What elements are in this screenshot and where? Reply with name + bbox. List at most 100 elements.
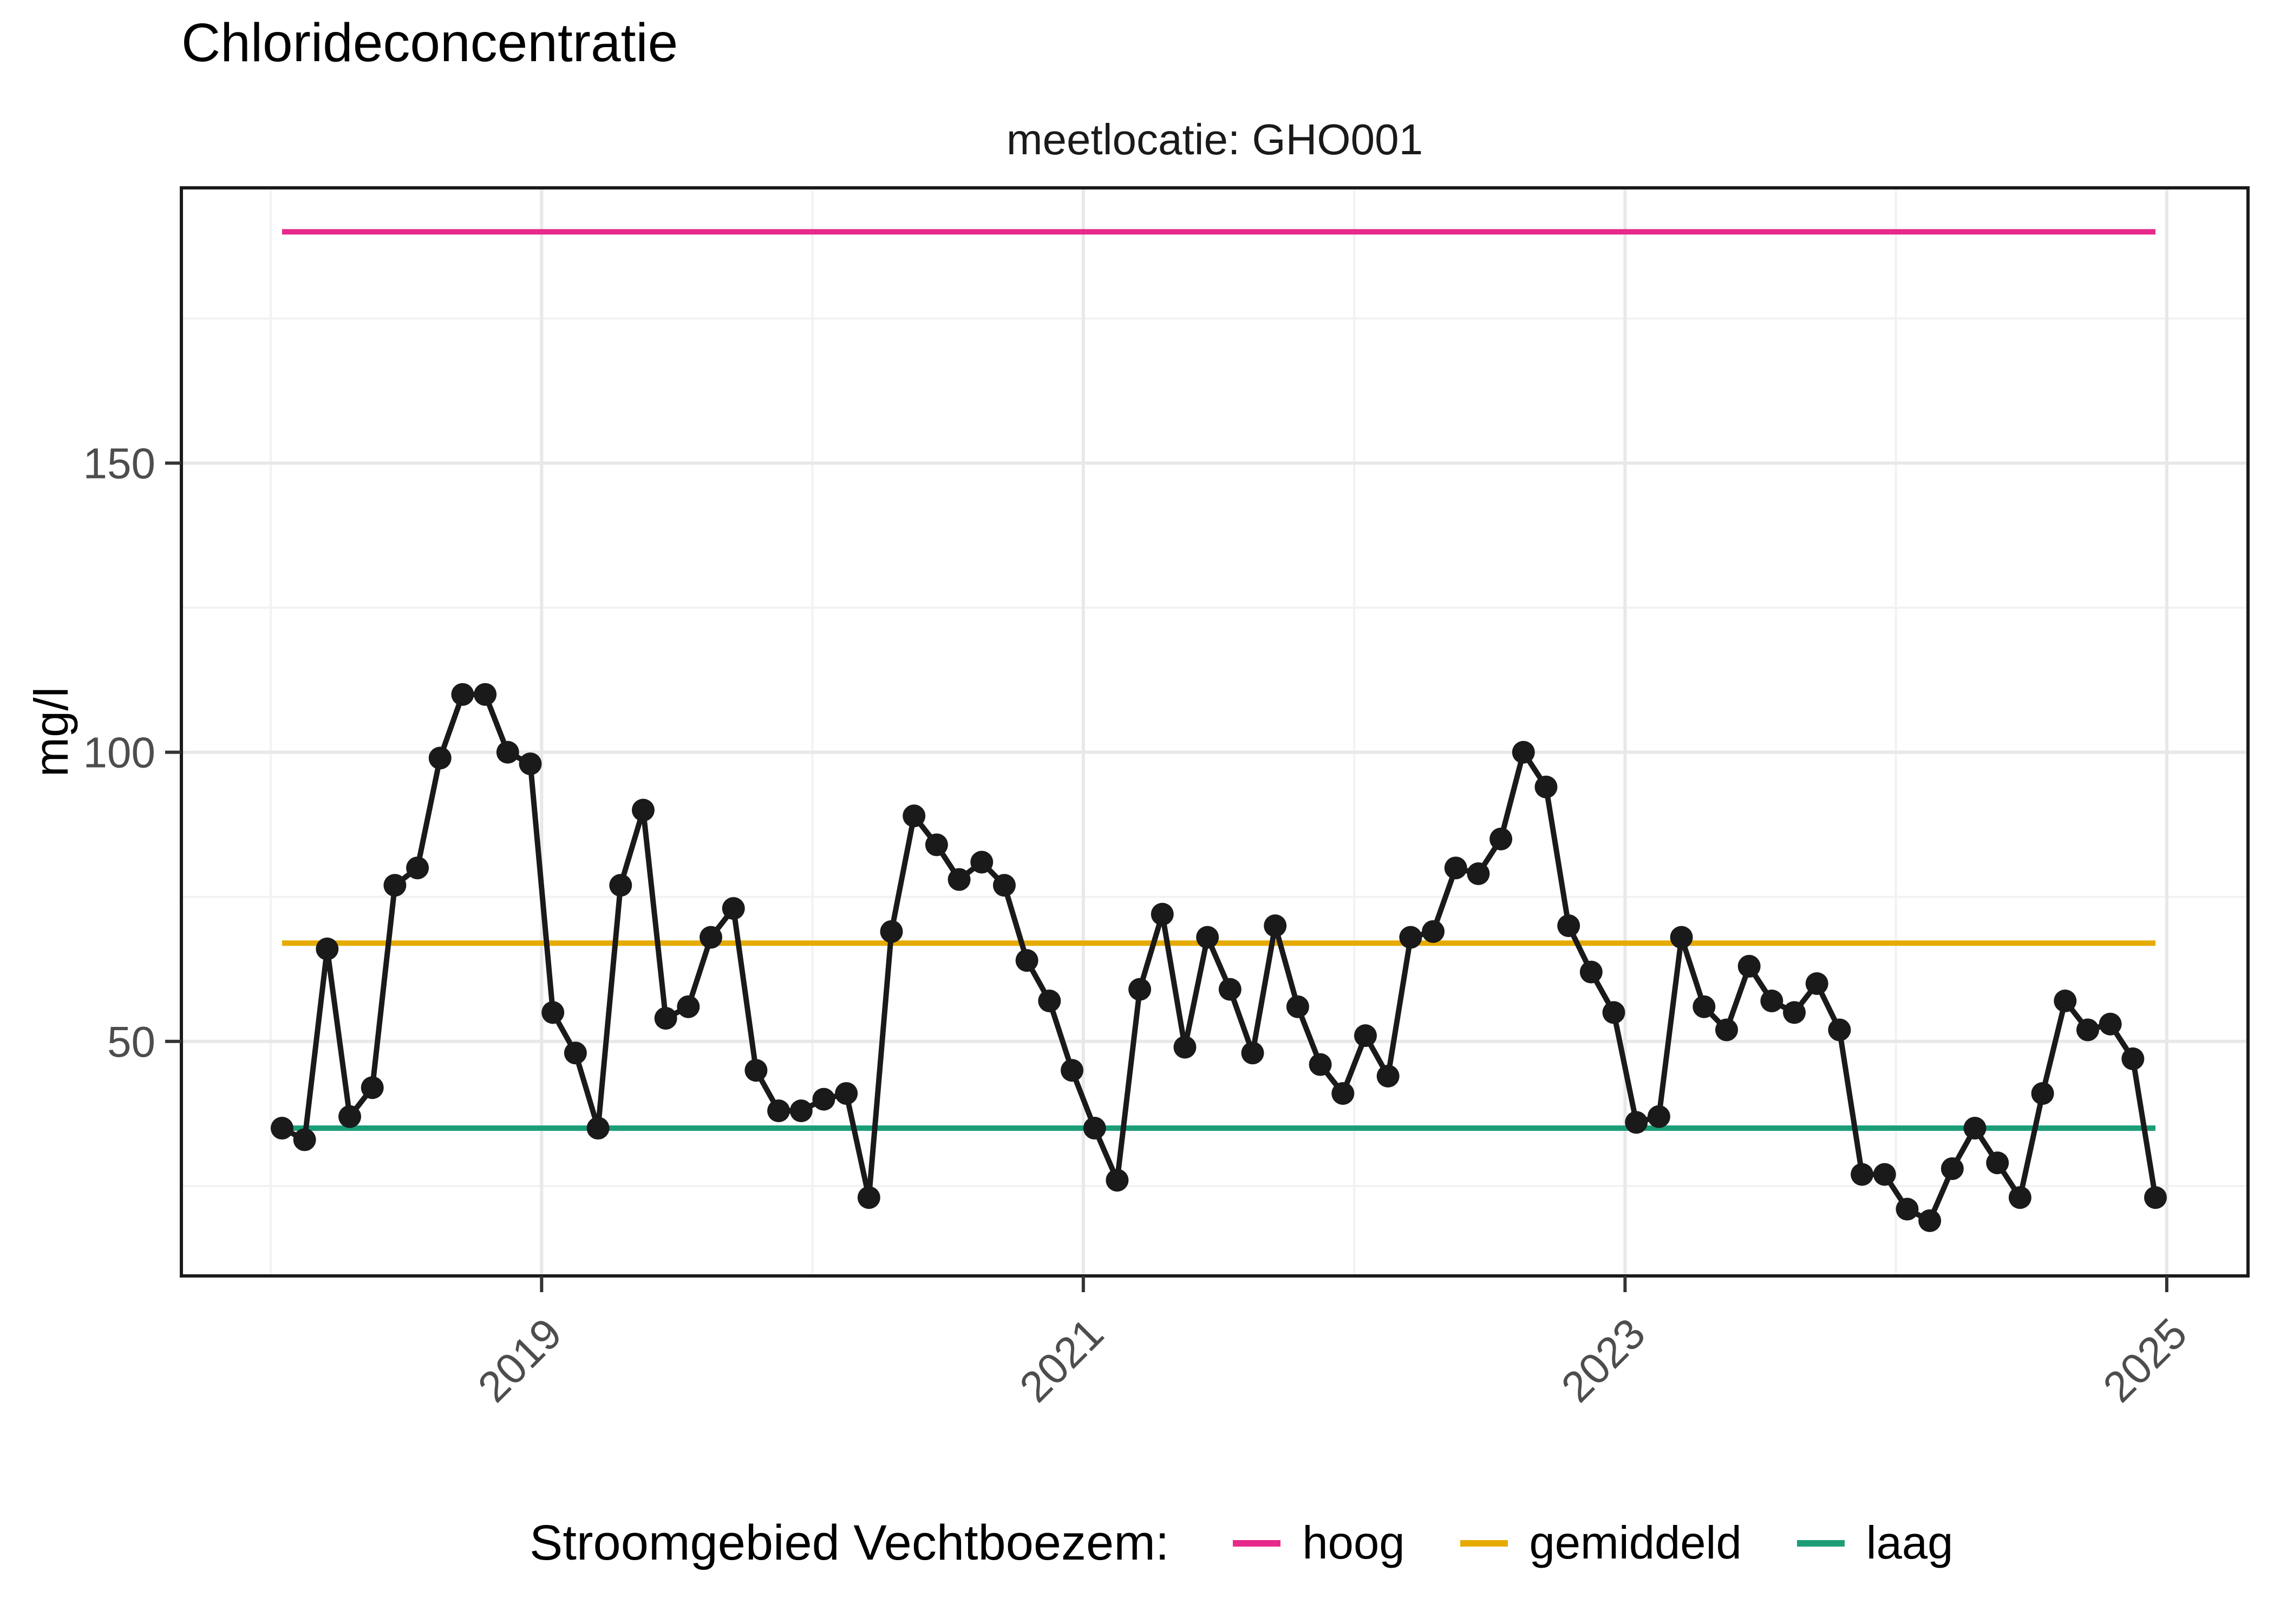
legend-key-gemiddeld (1460, 1540, 1508, 1547)
data-point (1218, 978, 1241, 1001)
legend-key-hoog (1233, 1540, 1281, 1547)
data-point (1173, 1036, 1197, 1059)
facet-strip-label: meetlocatie: GHO001 (1006, 115, 1423, 163)
data-point (586, 1117, 610, 1140)
data-point (812, 1088, 835, 1111)
data-point (903, 804, 926, 828)
data-point (2144, 1186, 2167, 1209)
data-point (880, 920, 903, 943)
data-point (1354, 1024, 1377, 1047)
data-point (744, 1059, 768, 1082)
data-point (925, 833, 948, 856)
data-point (1940, 1157, 1964, 1180)
data-point (1331, 1082, 1355, 1105)
data-point (1896, 1197, 1919, 1221)
legend-title: Stroomgebied Vechtboezem: (530, 1515, 1169, 1570)
legend-label-laag: laag (1866, 1517, 1953, 1569)
data-point (2008, 1186, 2031, 1209)
data-point (1579, 960, 1603, 984)
data-point (2054, 990, 2077, 1013)
data-point (970, 850, 994, 874)
data-point (1602, 1001, 1625, 1024)
legend-item-laag: laag (1796, 1517, 1953, 1570)
data-point (316, 937, 339, 960)
data-point (1963, 1117, 1987, 1140)
legend: Stroomgebied Vechtboezem: hoog gemiddeld… (530, 1515, 1953, 1571)
data-point (406, 856, 429, 880)
data-point (1715, 1018, 1738, 1042)
data-point (1783, 1001, 1806, 1024)
legend-label-gemiddeld: gemiddeld (1529, 1517, 1742, 1569)
data-point (1376, 1064, 1400, 1088)
data-point (1264, 914, 1287, 938)
data-point (1625, 1111, 1648, 1134)
data-point (1422, 920, 1445, 943)
data-point (270, 1117, 293, 1140)
data-point (519, 752, 542, 776)
data-point (474, 683, 497, 706)
data-point (835, 1082, 858, 1105)
data-point (2121, 1047, 2145, 1070)
data-point (1241, 1042, 1264, 1065)
data-point (1489, 827, 1513, 850)
data-point (1196, 926, 1219, 949)
data-point (1760, 990, 1783, 1013)
data-point (654, 1007, 677, 1030)
data-point (857, 1186, 880, 1209)
y-tick-label: 50 (107, 1018, 155, 1066)
data-point (1873, 1163, 1896, 1186)
data-point (1512, 741, 1535, 764)
data-point (631, 798, 655, 822)
data-point (564, 1042, 587, 1065)
y-tick-label: 100 (83, 729, 155, 777)
data-point (1670, 926, 1693, 949)
data-point (338, 1105, 361, 1128)
data-point (1151, 902, 1174, 926)
data-point (541, 1001, 565, 1024)
data-point (2031, 1082, 2054, 1105)
data-point (722, 897, 745, 920)
data-point (1286, 995, 1309, 1018)
data-point (1918, 1209, 1942, 1232)
data-point (1986, 1151, 2009, 1175)
data-point (1737, 954, 1761, 978)
data-point (1467, 862, 1490, 885)
data-point (496, 741, 519, 764)
data-point (700, 926, 723, 949)
data-point (1015, 949, 1038, 972)
data-point (1038, 990, 1061, 1013)
panel-background (181, 188, 2248, 1276)
data-point (1557, 914, 1580, 938)
panel-border (180, 186, 2250, 1278)
y-tick-label: 150 (83, 440, 155, 488)
data-point (677, 995, 700, 1018)
data-point (451, 683, 474, 706)
data-point (1534, 775, 1558, 798)
data-point (361, 1076, 384, 1099)
legend-item-hoog: hoog (1233, 1517, 1405, 1570)
data-point (948, 868, 971, 891)
x-tick-label: 2019 (469, 1309, 571, 1411)
legend-item-gemiddeld: gemiddeld (1460, 1517, 1742, 1570)
x-tick-label: 2025 (2094, 1309, 2196, 1411)
data-point (428, 746, 452, 770)
data-point (2099, 1012, 2122, 1036)
data-series-line (279, 691, 2159, 1223)
data-point (1399, 926, 1422, 949)
data-point (1693, 995, 1716, 1018)
data-point (1061, 1059, 1084, 1082)
data-point (1828, 1018, 1851, 1042)
data-point (293, 1128, 316, 1151)
data-point (1128, 978, 1152, 1001)
data-point (1106, 1169, 1129, 1192)
x-tick-label: 2023 (1552, 1309, 1655, 1411)
legend-key-laag (1796, 1540, 1845, 1547)
data-point (992, 874, 1016, 897)
data-point (1309, 1053, 1332, 1076)
plot-title: Chlorideconcentratie (181, 12, 678, 73)
data-point (609, 874, 632, 897)
data-point (789, 1099, 813, 1123)
data-point (2076, 1018, 2100, 1042)
data-point (1805, 972, 1828, 995)
